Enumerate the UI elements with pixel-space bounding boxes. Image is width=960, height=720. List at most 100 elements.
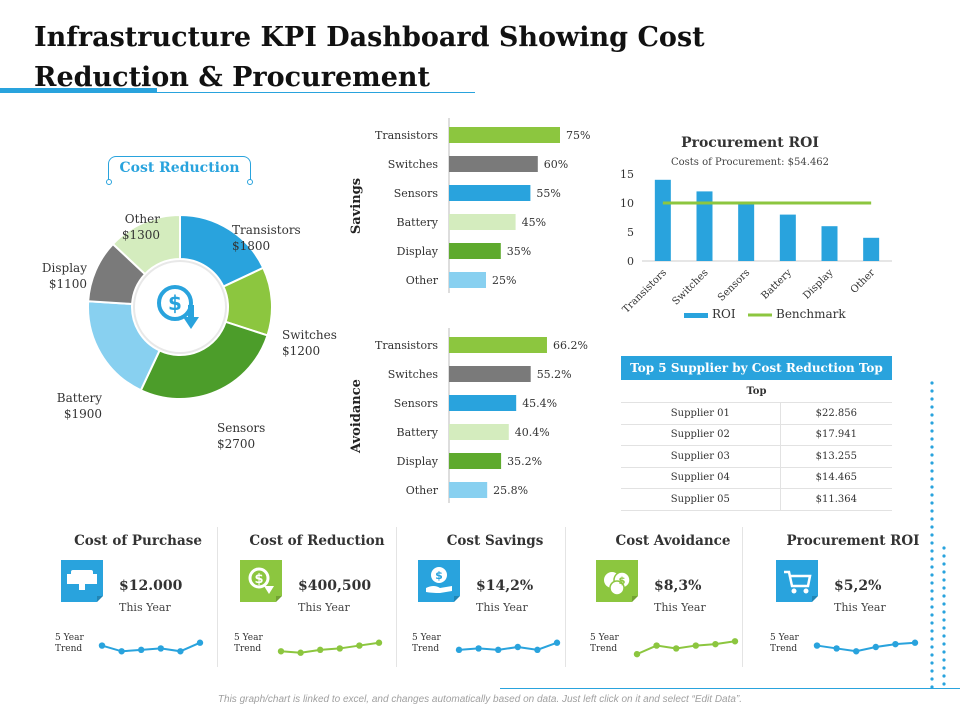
kpi-divider [565, 527, 566, 667]
bar-chart-title: Savings [349, 178, 364, 234]
kpi-divider [742, 527, 743, 667]
savings-bar-chart: Savings Transistors 75% Switches 60% Sensors 5… [349, 118, 590, 293]
bar [449, 156, 538, 172]
decor-dot [942, 650, 946, 654]
decor-dot [930, 685, 934, 689]
sparkline-point [375, 639, 383, 646]
page-title: Infrastructure KPI Dashboard Showing Cos… [34, 22, 705, 93]
decor-dot [942, 562, 946, 566]
legend-roi-label: ROI [712, 307, 736, 321]
title-underline [157, 92, 475, 93]
roi-bar [738, 203, 755, 261]
decor-dot [942, 586, 946, 590]
kpi-value: $8,3% [654, 578, 702, 594]
kpi-sparkline [98, 639, 204, 655]
decor-dot [930, 541, 934, 545]
donut-label: Switches $1200 [282, 327, 337, 359]
decor-dot [930, 525, 934, 529]
donut-label-name: Transistors [232, 223, 301, 237]
decor-dot [930, 421, 934, 425]
coins-icon: $ [596, 560, 638, 602]
kpi-sparkline [813, 639, 919, 655]
bar [449, 127, 560, 143]
donut-label-value: $1300 [121, 228, 160, 242]
donut-label: Transistors $1800 [232, 222, 301, 254]
sparkline-point [872, 643, 879, 651]
bar-chart-title: Avoidance [349, 379, 364, 454]
cost-reduction-donut-chart: $ [87, 213, 273, 400]
supplier-value: $22.856 [780, 402, 892, 425]
dollar-down-icon: $ [157, 285, 199, 329]
decor-dot [930, 557, 934, 561]
title-underline-accent [0, 88, 157, 93]
decor-dot [930, 677, 934, 681]
bar-category-label: Display [397, 455, 439, 468]
cost-reduction-label: Cost Reduction [119, 160, 240, 176]
sparkline-point [653, 642, 660, 649]
supplier-table: Top Supplier 01 $22.856 Supplier 02 $17.94… [621, 381, 892, 511]
decor-dot [930, 493, 934, 497]
bar-value-label: 35% [507, 245, 531, 258]
procurement-roi-chart: 0 5 10 15 Transistors Switches Sensors Battery D… [620, 168, 892, 321]
dollar-down-icon: $ [240, 560, 282, 602]
decor-dot [930, 413, 934, 417]
supplier-value: $11.364 [780, 488, 892, 511]
supplier-value: $13.255 [780, 445, 892, 468]
y-tick-label: 5 [627, 226, 634, 239]
bar-category-label: Switches [388, 158, 439, 171]
donut-label-value: $1800 [232, 239, 271, 253]
decor-dot [930, 389, 934, 393]
sparkline-line [636, 640, 736, 656]
sparkline-point [853, 648, 860, 655]
sparkline-line [458, 641, 558, 651]
bar-category-label: Sensors [394, 187, 439, 200]
sparkline-point [534, 646, 541, 654]
decor-dot [930, 461, 934, 465]
sparkline-point [731, 638, 739, 645]
sparkline-line [816, 641, 916, 653]
supplier-name: Supplier 05 [621, 488, 781, 511]
kpi-subtitle: This Year [476, 601, 528, 614]
sparkline-point [157, 645, 164, 652]
kpi-value: $400,500 [298, 578, 372, 594]
sparkline-point [356, 642, 363, 649]
bar-value-label: 45% [522, 216, 546, 229]
sparkline-point [495, 646, 502, 654]
decor-dot [942, 634, 946, 638]
bar-category-label: Switches [388, 368, 439, 381]
bar-category-label: Other [406, 274, 439, 287]
decor-dot [930, 565, 934, 569]
sparkline-point [336, 645, 343, 652]
svg-text:$: $ [619, 576, 626, 587]
kpi-card: Cost of Reduction $ $400,500 This Year 5 Yea… [232, 525, 402, 667]
decor-dot [930, 661, 934, 665]
kpi-sparkline [455, 639, 561, 654]
decor-dot [942, 682, 946, 686]
decor-dot [942, 578, 946, 582]
bar-value-label: 25.8% [493, 484, 528, 497]
decor-dot [930, 653, 934, 657]
bar-category-label: Battery [397, 216, 439, 229]
bar [449, 482, 488, 498]
decor-dot [930, 581, 934, 585]
bar-value-label: 25% [492, 274, 516, 287]
sparkline-point [118, 648, 125, 655]
bar-value-label: 40.4% [515, 426, 550, 439]
avoidance-bar-chart: Avoidance Transistors 66.2% Switches 55.2% Se… [349, 328, 588, 503]
sparkline-point [833, 645, 840, 652]
kpi-sparkline [633, 638, 739, 658]
svg-text:$: $ [254, 572, 263, 587]
kpi-value: $14,2% [476, 578, 534, 594]
kpi-subtitle: This Year [119, 601, 171, 614]
kpi-divider [217, 527, 218, 667]
bar [449, 185, 531, 201]
decor-dot [930, 629, 934, 633]
decor-dot [942, 610, 946, 614]
decor-dot [930, 405, 934, 409]
decor-dot [930, 453, 934, 457]
sparkline-point [911, 639, 919, 646]
donut-hole-ring [133, 260, 227, 354]
decor-dot [930, 477, 934, 481]
x-tick-label: Display [801, 267, 836, 302]
x-tick-label: Transistors [621, 267, 669, 315]
